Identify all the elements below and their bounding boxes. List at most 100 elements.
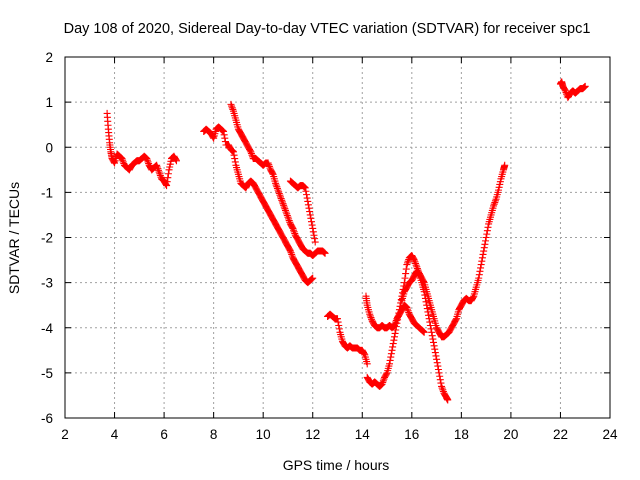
data-point-marker (268, 169, 276, 177)
data-point-marker (218, 126, 226, 134)
data-point-marker (366, 312, 374, 320)
y-tick-label: 1 (45, 95, 53, 110)
data-point-marker (426, 318, 434, 326)
data-point-marker (282, 208, 290, 216)
data-point-marker (366, 310, 374, 318)
data-point-marker (272, 181, 280, 189)
data-point-marker (306, 208, 314, 216)
data-point-marker (219, 127, 227, 135)
data-point-marker (477, 264, 485, 272)
data-point-marker (265, 161, 273, 169)
data-point-marker (153, 161, 161, 169)
data-point-marker (430, 342, 438, 350)
data-point-marker (420, 328, 428, 336)
data-point-marker (401, 274, 409, 282)
data-point-marker (420, 328, 428, 336)
data-point-marker (321, 249, 329, 257)
data-point-marker (303, 191, 311, 199)
data-point-marker (306, 211, 314, 219)
data-point-marker (479, 250, 487, 258)
data-point-marker (403, 303, 411, 311)
data-point-marker (281, 206, 289, 214)
data-point-marker (228, 147, 236, 155)
data-point-marker (389, 340, 397, 348)
data-point-marker (307, 275, 315, 283)
data-point-marker (119, 156, 127, 164)
data-point-marker (302, 187, 310, 195)
data-point-marker (435, 369, 443, 377)
data-point-marker (334, 318, 342, 326)
data-point-marker (391, 320, 399, 328)
data-point-marker (490, 200, 498, 208)
data-point-marker (228, 104, 236, 112)
data-point-marker (308, 275, 316, 283)
data-point-marker (387, 350, 395, 358)
data-point-marker (403, 305, 411, 313)
data-point-marker (434, 365, 442, 373)
data-point-marker (305, 204, 313, 212)
data-point-marker (143, 156, 151, 164)
y-tick-labels: -6 -5 -4 -3 -2 -1 0 1 2 (41, 50, 53, 426)
y-tick-label: -5 (41, 366, 53, 381)
data-point-marker (382, 370, 390, 378)
data-point-marker (320, 248, 328, 256)
data-point-marker (431, 349, 439, 357)
data-point-marker (118, 155, 126, 163)
data-point-marker (307, 218, 315, 226)
data-point-marker (434, 362, 442, 370)
y-tick-label: -3 (41, 276, 53, 291)
data-point-marker (163, 182, 171, 190)
data-point-marker (172, 156, 180, 164)
data-point-marker (143, 155, 151, 163)
data-point-marker (410, 256, 418, 264)
data-point-marker (272, 179, 280, 187)
data-point-marker (402, 265, 410, 273)
data-point-marker (164, 174, 172, 182)
data-point-marker (220, 131, 228, 139)
data-point-marker (481, 240, 489, 248)
data-point-marker (390, 333, 398, 341)
data-point-marker (290, 226, 298, 234)
data-point-marker (276, 191, 284, 199)
x-tick-label: 20 (503, 427, 518, 442)
data-point-marker (304, 197, 312, 205)
data-point-marker (303, 194, 311, 202)
y-tick-label: 2 (45, 50, 53, 65)
x-tick-labels: 2 4 6 8 10 12 14 16 18 20 22 24 (61, 427, 618, 442)
data-point-marker (289, 224, 297, 232)
data-point-marker (439, 386, 447, 394)
data-point-marker (311, 238, 319, 246)
y-tick-label: 0 (45, 140, 53, 155)
data-point-marker (433, 359, 441, 367)
data-point-marker (581, 82, 589, 90)
data-point-marker (420, 277, 428, 285)
data-point-marker (483, 230, 491, 238)
data-point-marker (490, 202, 498, 210)
tick-marks (64, 56, 611, 419)
data-point-marker (308, 221, 316, 229)
data-point-marker (379, 377, 387, 385)
data-point-marker (438, 382, 446, 390)
data-point-marker (480, 244, 488, 252)
x-tick-label: 18 (454, 427, 469, 442)
data-point-marker (581, 83, 589, 91)
data-point-marker (320, 249, 328, 257)
data-point-marker (334, 315, 341, 323)
y-tick-label: -1 (41, 185, 53, 200)
data-point-marker (469, 293, 477, 301)
x-tick-label: 24 (602, 427, 618, 442)
data-point-marker (403, 261, 411, 269)
data-point-marker (432, 352, 440, 360)
data-point-marker (402, 270, 410, 278)
data-point-marker (307, 214, 315, 222)
data-point-marker (153, 163, 161, 171)
data-point-marker (436, 372, 444, 380)
data-point-marker (403, 259, 411, 267)
data-point-marker (484, 223, 492, 231)
data-point-marker (425, 311, 433, 319)
x-axis-label: GPS time / hours (283, 457, 390, 473)
data-point-marker (436, 376, 444, 384)
data-point-marker (429, 335, 437, 343)
data-point-marker (221, 134, 229, 142)
